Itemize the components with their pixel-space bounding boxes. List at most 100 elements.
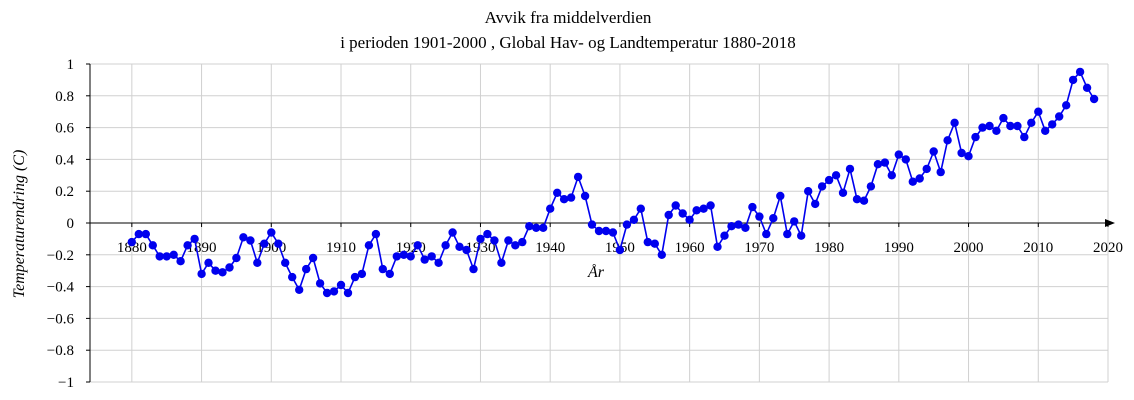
data-point — [253, 258, 262, 267]
data-point — [601, 226, 611, 236]
x-tick-label: 1880 — [117, 240, 147, 256]
data-point — [692, 206, 701, 215]
data-point — [232, 253, 241, 263]
data-point — [1075, 67, 1085, 77]
data-point — [378, 264, 387, 274]
data-point — [539, 223, 548, 232]
data-point — [490, 236, 499, 245]
data-point — [811, 199, 820, 209]
tick-labels: 1880189019001910192019301940195019601970… — [47, 57, 1123, 391]
data-point — [336, 280, 346, 290]
data-point — [580, 191, 590, 201]
data-point — [622, 220, 632, 229]
data-point — [483, 229, 492, 239]
data-point — [343, 288, 353, 298]
y-tick-label: 1 — [67, 57, 75, 73]
data-point — [943, 136, 952, 145]
data-point — [281, 258, 290, 267]
data-point — [274, 239, 283, 248]
data-point — [671, 201, 680, 210]
data-point — [350, 272, 360, 282]
data-point — [573, 172, 583, 182]
data-point — [936, 167, 945, 177]
x-tick-label: 1940 — [535, 240, 565, 256]
series-line — [131, 70, 1095, 295]
data-point — [462, 245, 471, 255]
data-point — [295, 285, 304, 294]
x-axis-title: År — [587, 263, 605, 281]
data-point — [406, 252, 415, 261]
data-point — [699, 204, 708, 213]
data-point — [399, 250, 408, 259]
data-point — [162, 252, 171, 261]
axes — [86, 63, 1115, 383]
data-point — [497, 258, 506, 267]
x-tick-label: 2010 — [1023, 240, 1053, 256]
data-series — [127, 67, 1099, 298]
data-point — [448, 228, 457, 237]
data-point — [748, 202, 757, 212]
y-tick-label: −0.2 — [47, 248, 74, 264]
data-point — [434, 258, 443, 267]
data-point — [971, 132, 980, 142]
data-point — [469, 264, 478, 274]
x-axis-arrow — [1105, 219, 1115, 227]
data-point — [225, 263, 234, 272]
x-tick-label: 1990 — [884, 240, 914, 256]
data-point — [357, 269, 367, 279]
y-axis-title: Temperaturendring (C) — [11, 150, 28, 299]
data-point — [859, 196, 869, 205]
data-point — [413, 241, 422, 250]
data-point — [141, 229, 150, 239]
data-point — [887, 171, 896, 180]
data-point — [364, 241, 374, 250]
data-point — [211, 266, 220, 275]
y-tick-label: 0 — [67, 216, 75, 232]
data-point — [1089, 94, 1099, 104]
data-point — [650, 239, 659, 248]
data-point — [804, 187, 813, 196]
data-point — [553, 188, 562, 197]
x-tick-label: 1960 — [675, 240, 705, 256]
data-point — [790, 217, 799, 226]
data-point — [155, 252, 164, 261]
data-point — [727, 222, 736, 231]
data-point — [762, 229, 771, 239]
data-point — [476, 234, 485, 244]
data-point — [776, 191, 785, 201]
x-tick-label: 2000 — [954, 240, 984, 256]
data-point — [1027, 118, 1036, 128]
data-point — [741, 223, 750, 232]
data-point — [127, 237, 136, 247]
data-point — [329, 287, 339, 296]
data-point — [1034, 107, 1043, 116]
data-point — [615, 245, 625, 255]
x-tick-label: 1970 — [744, 240, 774, 256]
data-point — [371, 229, 381, 239]
data-point — [322, 288, 332, 298]
data-point — [880, 158, 890, 167]
data-point — [218, 268, 227, 277]
data-point — [566, 193, 576, 202]
data-point — [315, 279, 325, 288]
y-tick-label: 0.6 — [55, 121, 74, 137]
data-point — [664, 210, 673, 220]
data-point — [908, 177, 917, 186]
data-point — [629, 215, 639, 224]
data-point — [720, 231, 729, 240]
data-point — [985, 121, 994, 131]
x-tick-label: 1980 — [814, 240, 844, 256]
data-point — [455, 242, 464, 251]
x-tick-label: 1930 — [465, 240, 495, 256]
data-point — [260, 239, 269, 248]
data-point — [190, 234, 199, 244]
y-tick-label: −0.6 — [47, 311, 75, 327]
x-tick-label: 1890 — [187, 240, 217, 256]
y-tick-label: −0.4 — [47, 280, 75, 296]
data-point — [831, 171, 841, 180]
data-point — [239, 233, 248, 242]
data-point — [518, 237, 527, 247]
data-point — [608, 228, 618, 237]
y-tick-label: −0.8 — [47, 343, 74, 359]
